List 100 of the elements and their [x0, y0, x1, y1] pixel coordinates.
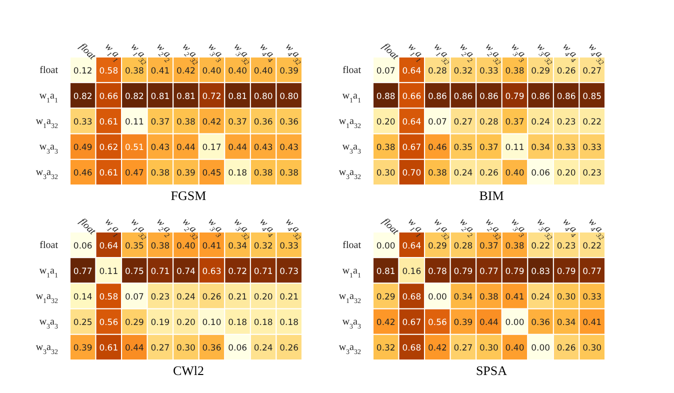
data-label: 0.33	[73, 118, 92, 128]
data-label: 0.67	[402, 143, 422, 154]
data-label: 0.83	[531, 266, 550, 277]
data-label: 0.79	[505, 92, 524, 102]
data-label: 0.64	[402, 241, 422, 252]
data-label: 0.73	[280, 266, 299, 277]
data-label: 0.33	[280, 241, 299, 252]
data-label: 0.38	[505, 66, 524, 76]
y-tick-label: w$_{3}$a$_{3}$	[39, 142, 58, 156]
data-label: 0.43	[254, 143, 273, 154]
data-label: 0.06	[531, 168, 550, 179]
data-label: 0.38	[124, 66, 144, 76]
data-label: 0.40	[254, 66, 273, 76]
data-label: 0.25	[73, 318, 92, 328]
data-label: 0.17	[202, 143, 222, 154]
data-label: 0.37	[228, 118, 248, 128]
data-label: 0.18	[280, 318, 299, 328]
data-label: 0.00	[505, 318, 524, 328]
data-label: 0.24	[454, 168, 473, 179]
data-label: 0.27	[150, 344, 170, 354]
data-label: 0.29	[531, 66, 550, 76]
x-tick-label: float	[76, 216, 98, 238]
data-label: 0.81	[376, 266, 396, 277]
data-label: 0.37	[480, 241, 498, 252]
data-label: 0.23	[582, 168, 602, 179]
data-label: 0.38	[150, 168, 170, 179]
data-label: 0.29	[124, 318, 144, 328]
data-label: 0.44	[480, 318, 498, 328]
data-label: 0.79	[505, 266, 524, 277]
data-label: 0.00	[428, 292, 447, 302]
data-label: 0.79	[454, 266, 473, 277]
data-label: 0.64	[402, 118, 422, 128]
data-label: 0.20	[176, 318, 196, 328]
data-label: 0.33	[480, 66, 498, 76]
data-label: 0.32	[376, 344, 396, 354]
data-label: 0.23	[150, 292, 170, 302]
data-label: 0.14	[73, 292, 92, 302]
data-label: 0.43	[150, 143, 170, 154]
x-tick-label: float	[380, 41, 401, 62]
data-label: 0.38	[480, 292, 498, 302]
data-label: 0.11	[505, 143, 524, 154]
data-label: 0.24	[531, 292, 550, 302]
data-label: 0.86	[454, 92, 473, 102]
data-label: 0.00	[531, 344, 550, 354]
data-label: 0.26	[480, 168, 498, 179]
y-tick-label: w$_{3}$a$_{32}$	[36, 167, 58, 182]
y-tick-label: w$_{1}$a$_{32}$	[36, 116, 58, 130]
data-label: 0.42	[176, 66, 196, 76]
data-label: 0.22	[531, 241, 550, 252]
data-label: 0.28	[428, 66, 447, 76]
data-label: 0.34	[531, 143, 550, 154]
data-label: 0.41	[202, 241, 222, 252]
data-label: 0.86	[531, 92, 550, 102]
data-label: 0.24	[531, 118, 550, 128]
data-label: 0.18	[228, 318, 248, 328]
text: CWl2	[172, 363, 206, 379]
data-label: 0.58	[99, 66, 118, 76]
data-label: 0.78	[428, 266, 447, 277]
data-label: 0.06	[73, 241, 92, 252]
y-tick-label: float	[40, 240, 58, 251]
data-label: 0.29	[428, 241, 447, 252]
y-tick-label: w$_{1}$a$_{1}$	[39, 90, 58, 104]
data-label: 0.33	[582, 292, 602, 302]
data-label: 0.24	[254, 344, 273, 354]
data-label: 0.20	[556, 168, 576, 179]
y-tick-label: w$_{3}$a$_{3}$	[342, 316, 362, 331]
data-label: 0.70	[402, 168, 422, 179]
data-label: 0.47	[124, 168, 144, 179]
data-label: 0.58	[99, 292, 118, 302]
data-label: 0.56	[99, 318, 118, 328]
data-label: 0.19	[150, 318, 170, 328]
data-label: 0.40	[505, 168, 524, 179]
data-label: 0.85	[582, 92, 602, 102]
data-label: 0.32	[254, 241, 273, 252]
text: FGSM	[170, 188, 208, 204]
data-label: 0.16	[402, 266, 422, 277]
data-label: 0.42	[376, 318, 396, 328]
data-label: 0.39	[280, 66, 299, 76]
data-label: 0.40	[505, 344, 524, 354]
data-label: 0.49	[73, 143, 92, 154]
data-label: 0.20	[254, 292, 273, 302]
data-label: 0.29	[376, 292, 396, 302]
data-label: 0.38	[505, 241, 524, 252]
data-label: 0.72	[228, 266, 248, 277]
y-tick-label: w$_{3}$a$_{32}$	[338, 167, 362, 182]
data-label: 0.41	[505, 292, 524, 302]
data-label: 0.34	[454, 292, 473, 302]
data-label: 0.38	[254, 168, 273, 179]
data-label: 0.34	[556, 318, 576, 328]
data-label: 0.40	[228, 66, 248, 76]
y-tick-label: w$_{1}$a$_{32}$	[338, 116, 362, 130]
data-label: 0.66	[99, 92, 118, 102]
data-label: 0.26	[556, 66, 576, 76]
data-label: 0.72	[202, 92, 222, 102]
data-label: 0.77	[480, 266, 498, 277]
data-label: 0.30	[480, 344, 498, 354]
data-label: 0.11	[99, 266, 118, 277]
data-label: 0.71	[254, 266, 273, 277]
data-label: 0.32	[454, 66, 473, 76]
data-label: 0.27	[454, 344, 473, 354]
